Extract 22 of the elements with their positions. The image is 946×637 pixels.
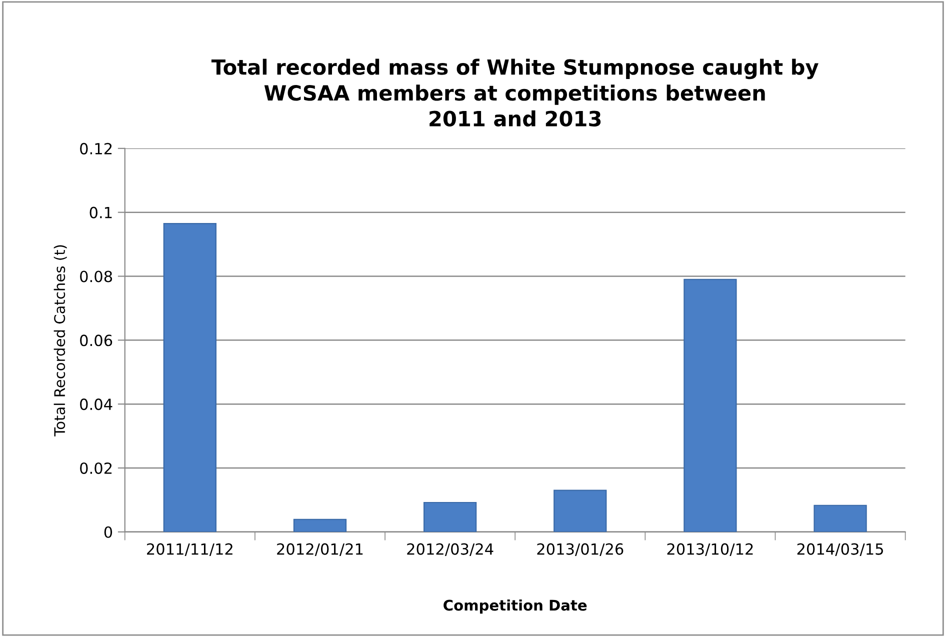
chart-title: Total recorded mass of White Stumpnose caught by WCSAA members at competitions between 2011 and 2013 [211,58,818,126]
x-tick-label: 2012/01/21 [277,543,363,556]
y-tick-label: 0.06 [80,334,112,346]
x-tick-label: 2013/10/12 [667,543,753,556]
bar [293,518,347,532]
bar [814,504,867,532]
bar [554,490,607,532]
x-tick-label: 2012/03/24 [407,543,494,556]
y-axis-title: Total Recorded Catches (t) [54,245,67,436]
y-tick-label: 0 [104,526,112,538]
bar [163,222,216,532]
y-tick-label: 0.08 [80,270,112,282]
y-tick-label: 0.1 [90,206,112,218]
y-tick-label: 0.04 [80,398,112,410]
x-axis-title: Competition Date [444,599,587,614]
x-tick-label: 2014/03/15 [797,543,883,556]
x-tick-label: 2011/11/12 [147,543,232,556]
y-tick-label: 0.12 [80,142,112,154]
y-tick-label: 0.02 [80,462,112,474]
bar [684,278,737,532]
x-tick-label: 2013/01/26 [537,543,624,556]
bar [423,502,477,532]
